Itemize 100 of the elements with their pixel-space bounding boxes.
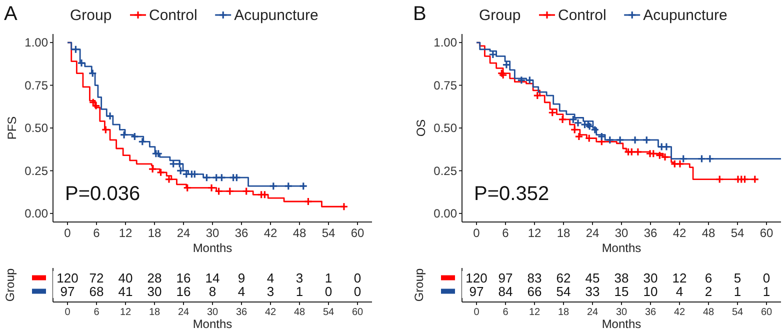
chart-title: A (4, 3, 18, 25)
data-label: 62 (556, 270, 571, 286)
x-tick-label: 6 (94, 307, 100, 318)
y-tick-label: 0.75 (24, 78, 48, 92)
y-tick-label: 0.25 (434, 164, 458, 178)
x-tick-label: 18 (556, 226, 570, 240)
data-label: 0 (762, 270, 770, 286)
data-label: 83 (527, 270, 542, 286)
data-label: 54 (556, 284, 571, 299)
x-tick-label: 6 (93, 226, 100, 240)
x-tick-label: 60 (760, 226, 774, 240)
data-label: 1 (296, 284, 304, 299)
data-label: 28 (147, 270, 162, 286)
data-label: 16 (176, 284, 191, 299)
legend-title: Group (479, 7, 521, 24)
data-label: 30 (147, 284, 162, 299)
data-label: 1 (324, 270, 332, 286)
data-label: 30 (643, 270, 658, 286)
x-axis-title: Months (602, 317, 642, 331)
data-label: 0 (354, 284, 362, 299)
data-label: 14 (205, 270, 220, 286)
y-tick-label: 1.00 (24, 36, 48, 50)
data-label: 1 (734, 284, 742, 299)
x-tick-label: 0 (64, 307, 71, 318)
x-tick-label: 48 (702, 307, 714, 318)
y-tick-label: 0.25 (24, 164, 48, 178)
data-label: 41 (118, 284, 133, 299)
x-tick-label: 24 (586, 307, 598, 318)
x-axis-title: Months (192, 241, 232, 255)
data-label: 1 (762, 284, 770, 299)
data-label: 10 (643, 284, 658, 299)
x-axis-title: Months (192, 317, 232, 331)
data-label: 66 (527, 284, 542, 299)
data-label: 8 (208, 284, 216, 299)
annotation: P=0.352 (474, 183, 550, 205)
data-label: 120 (56, 270, 78, 286)
data-label: 45 (585, 270, 600, 286)
data-label: 5 (734, 270, 742, 286)
data-label: 4 (238, 284, 246, 299)
legend-label: Acupuncture (234, 7, 318, 24)
x-tick-label: 0 (473, 226, 480, 240)
x-tick-label: 24 (178, 307, 190, 318)
x-tick-label: 60 (350, 226, 364, 240)
y-axis-title: Group (3, 268, 17, 302)
x-tick-label: 12 (120, 307, 132, 318)
data-label: 38 (614, 270, 629, 286)
x-tick-label: 42 (674, 307, 686, 318)
x-tick-label: 0 (474, 307, 480, 318)
x-tick-label: 42 (264, 307, 276, 318)
annotation: P=0.036 (65, 183, 140, 205)
data-label: 40 (118, 270, 133, 286)
data-label: 3 (296, 270, 304, 286)
x-tick-label: 54 (322, 226, 336, 240)
y-tick-label: 0.50 (24, 121, 48, 136)
y-axis-title: Group (412, 268, 426, 302)
x-tick-label: 60 (352, 307, 364, 318)
data-label: 0 (324, 284, 332, 299)
x-tick-label: 54 (730, 226, 744, 240)
x-tick-label: 48 (702, 226, 716, 240)
x-tick-label: 48 (292, 226, 306, 240)
chart-title: B (413, 3, 426, 25)
legend-title: Group (70, 7, 112, 24)
x-tick-label: 48 (294, 307, 306, 318)
x-tick-label: 36 (234, 226, 248, 240)
data-label: 0 (354, 270, 362, 286)
x-tick-label: 54 (732, 307, 744, 318)
data-label: 97 (469, 284, 484, 299)
x-tick-label: 18 (148, 226, 162, 240)
legend-label: Control (149, 7, 198, 24)
y-tick-label: 0.00 (24, 206, 48, 221)
x-axis-title: Months (602, 241, 642, 255)
data-label: 2 (704, 284, 712, 299)
x-tick-label: 0 (64, 226, 72, 240)
y-tick-label: 0.75 (434, 78, 458, 92)
x-tick-label: 24 (176, 226, 190, 240)
data-label: 3 (266, 284, 274, 299)
x-tick-label: 54 (322, 307, 334, 318)
x-tick-label: 60 (760, 307, 772, 318)
data-label: 6 (704, 270, 712, 286)
y-tick-label: 0.50 (434, 121, 458, 136)
x-tick-label: 12 (118, 226, 132, 240)
data-label: 33 (585, 284, 600, 299)
data-label: 9 (238, 270, 246, 286)
y-axis-title: PFS (5, 116, 19, 140)
x-tick-label: 30 (206, 226, 220, 240)
data-label: 84 (498, 284, 513, 299)
x-tick-label: 6 (502, 307, 509, 318)
x-tick-label: 18 (558, 307, 570, 318)
data-label: 12 (672, 270, 687, 286)
y-tick-label: 1.00 (434, 36, 458, 50)
x-tick-label: 36 (644, 226, 658, 240)
x-tick-label: 30 (206, 307, 218, 318)
x-tick-label: 36 (644, 307, 656, 318)
x-tick-label: 12 (528, 307, 540, 318)
x-tick-label: 6 (502, 226, 510, 240)
x-tick-label: 18 (148, 307, 160, 318)
x-tick-label: 42 (264, 226, 278, 240)
data-label: 4 (266, 270, 274, 286)
x-tick-label: 30 (614, 226, 628, 240)
x-tick-label: 12 (528, 226, 542, 240)
